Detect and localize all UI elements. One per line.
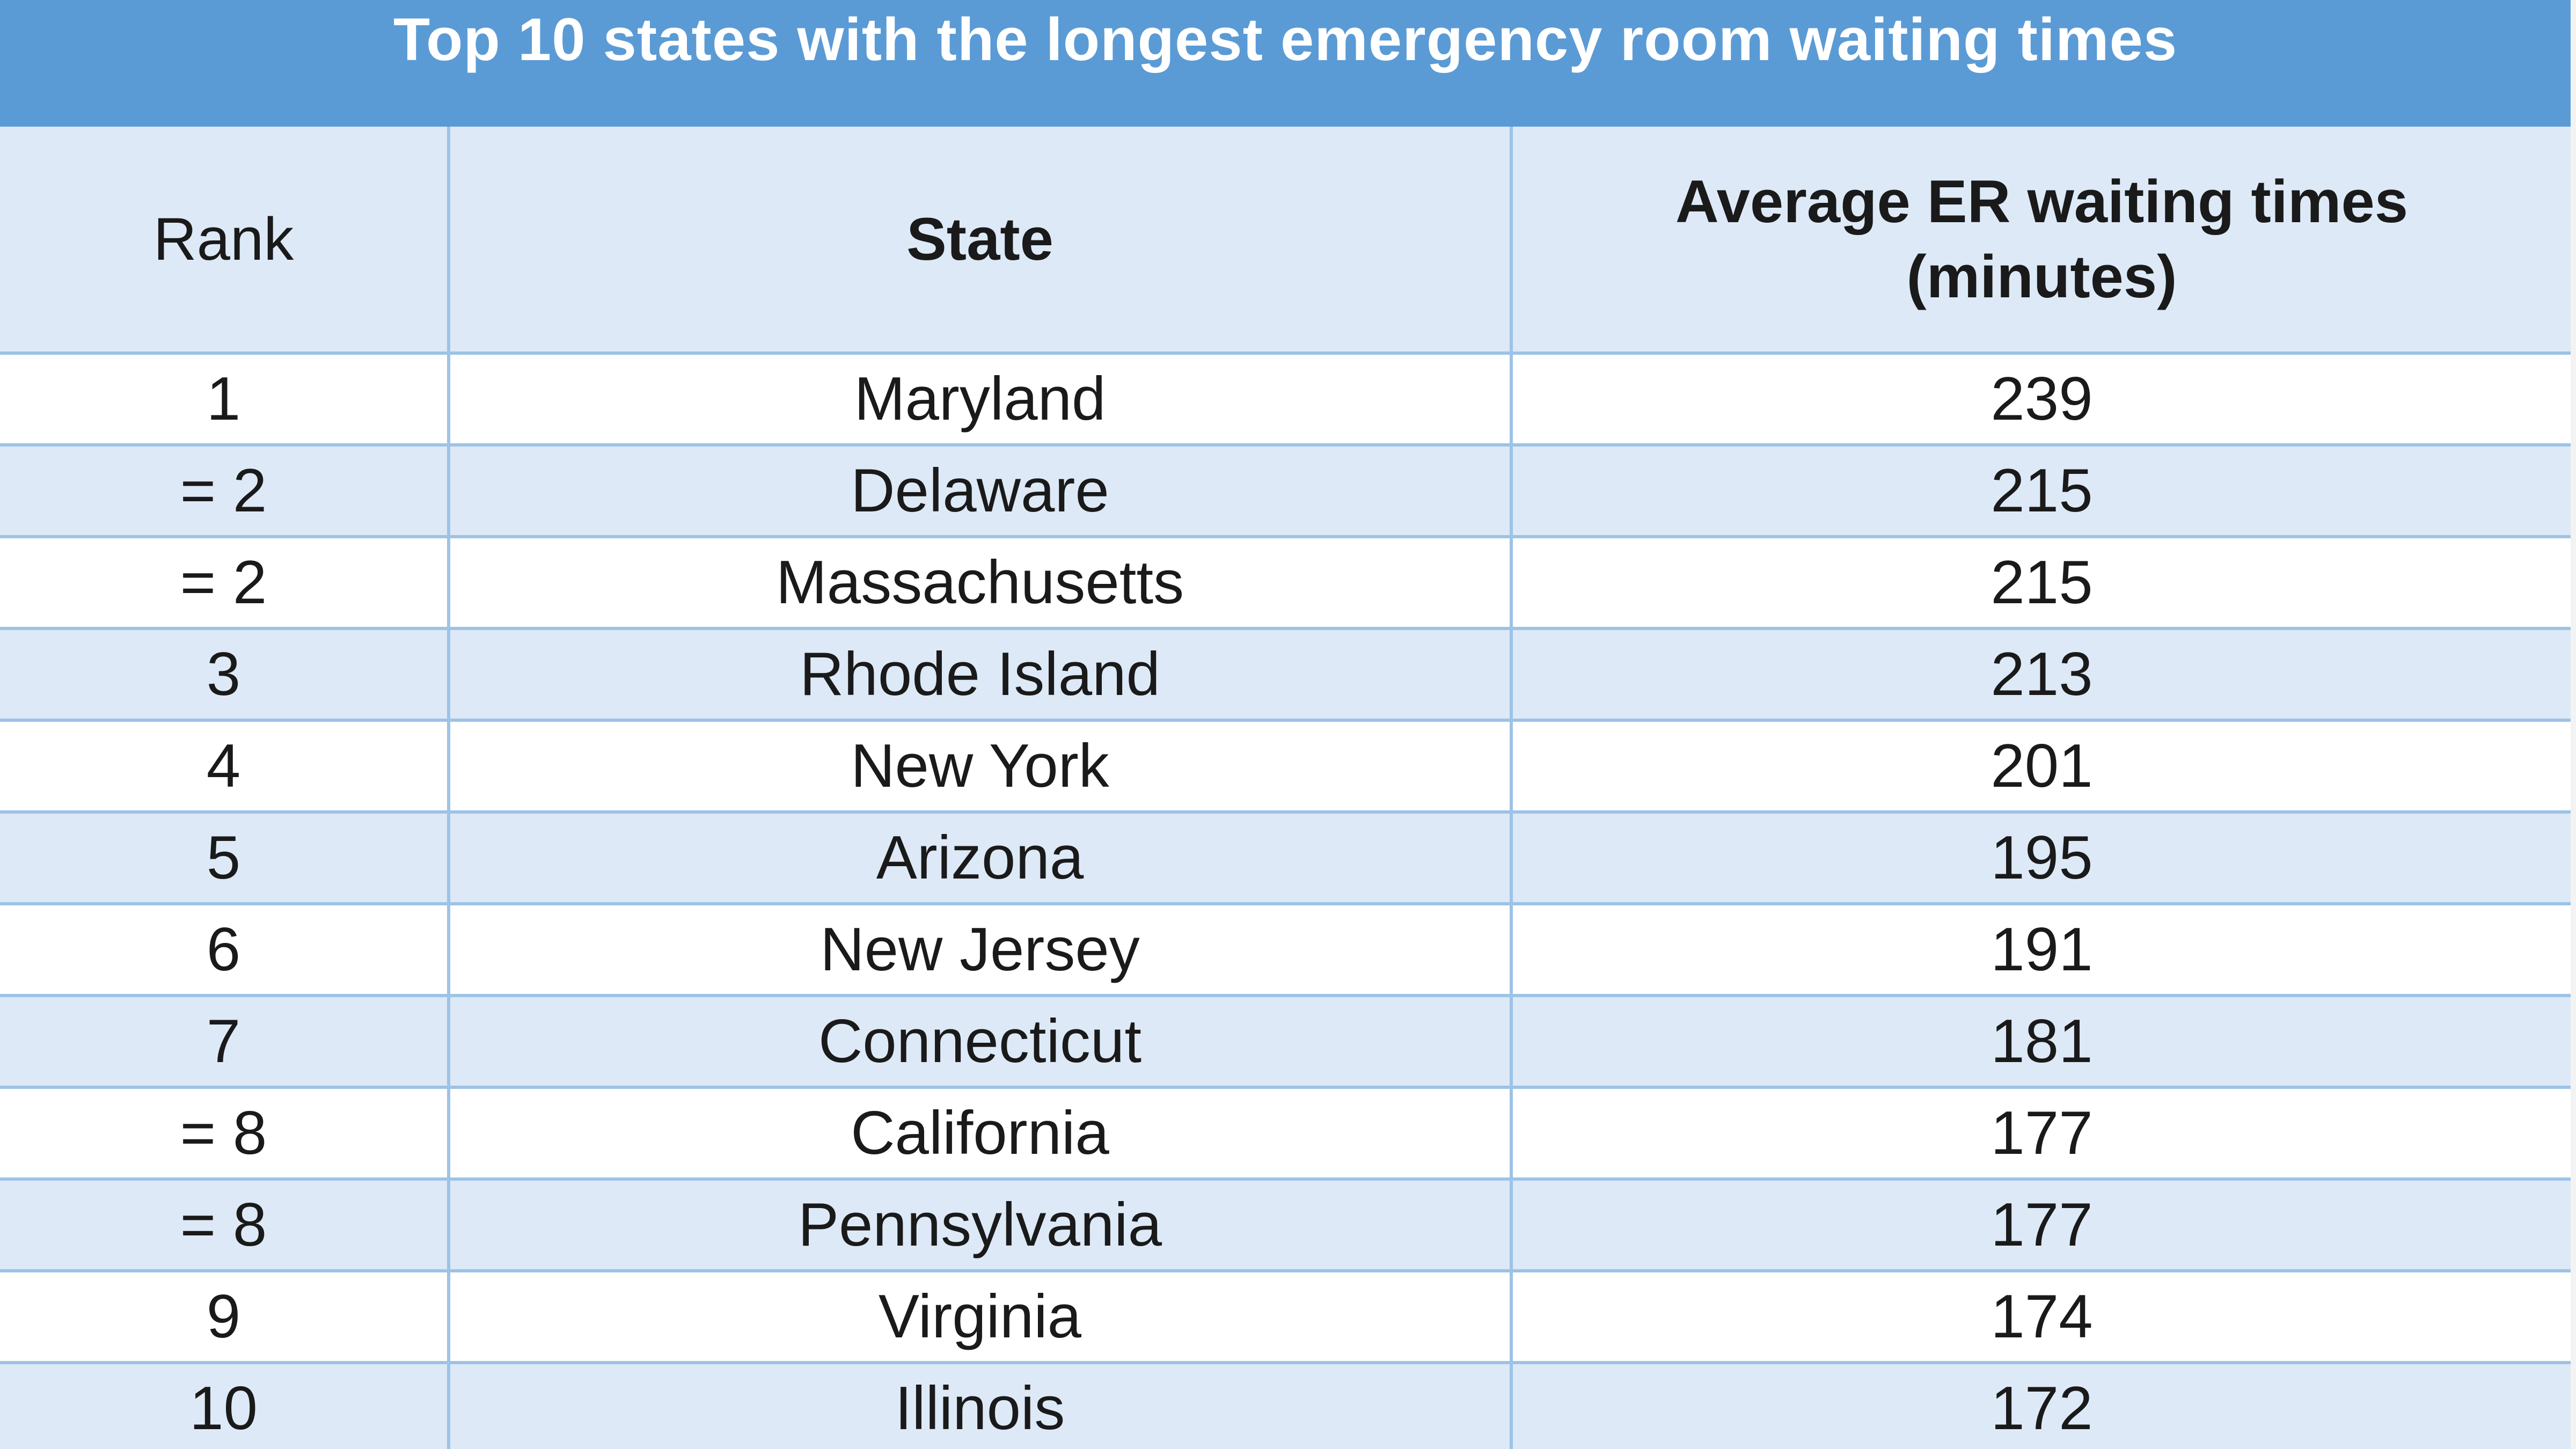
- state-cell: Pennsylvania: [447, 1179, 1513, 1272]
- table-row: 9 Virginia 174: [0, 1271, 2571, 1364]
- table-row: 5 Arizona 195: [0, 812, 2571, 905]
- minutes-cell: 239: [1510, 353, 2571, 447]
- rank-cell: 9: [0, 1271, 450, 1364]
- rank-header: Rank: [0, 127, 450, 355]
- minutes-cell: 177: [1510, 1087, 2571, 1181]
- table-row: = 2 Massachusetts 215: [0, 537, 2571, 630]
- rank-cell: = 8: [0, 1087, 450, 1181]
- state-cell: Illinois: [447, 1363, 1513, 1449]
- rank-cell: = 2: [0, 537, 450, 630]
- rank-cell: 3: [0, 628, 450, 722]
- minutes-cell: 201: [1510, 720, 2571, 814]
- state-header: State: [447, 127, 1513, 355]
- table-title: Top 10 states with the longest emergency…: [0, 0, 2571, 127]
- state-cell: New York: [447, 720, 1513, 814]
- rank-cell: = 8: [0, 1179, 450, 1272]
- avg-wait-header-line1: Average ER waiting times: [1675, 167, 2409, 235]
- table-row: = 2 Delaware 215: [0, 445, 2571, 538]
- minutes-cell: 181: [1510, 996, 2571, 1089]
- avg-wait-header-line2: (minutes): [1906, 243, 2177, 310]
- rank-cell: = 2: [0, 445, 450, 538]
- rank-cell: 5: [0, 812, 450, 905]
- state-cell: Rhode Island: [447, 628, 1513, 722]
- state-cell: Delaware: [447, 445, 1513, 538]
- minutes-cell: 215: [1510, 537, 2571, 630]
- table-row: 4 New York 201: [0, 720, 2571, 814]
- table-row: 10 Illinois 172: [0, 1363, 2571, 1449]
- waiting-times-table: Rank State Average ER waiting times (min…: [0, 127, 2571, 1449]
- state-cell: Arizona: [447, 812, 1513, 905]
- state-cell: Massachusetts: [447, 537, 1513, 630]
- rank-cell: 6: [0, 904, 450, 997]
- table-body: 1 Maryland 239 = 2 Delaware 215 = 2 Massachuset…: [0, 353, 2571, 1449]
- minutes-cell: 213: [1510, 628, 2571, 722]
- right-edge-strip: [2571, 0, 2576, 1449]
- state-cell: New Jersey: [447, 904, 1513, 997]
- minutes-cell: 191: [1510, 904, 2571, 997]
- rank-cell: 7: [0, 996, 450, 1089]
- table-row: 3 Rhode Island 213: [0, 628, 2571, 722]
- minutes-cell: 215: [1510, 445, 2571, 538]
- state-cell: Connecticut: [447, 996, 1513, 1089]
- state-cell: Maryland: [447, 353, 1513, 447]
- table-row: 1 Maryland 239: [0, 353, 2571, 447]
- table-row: 7 Connecticut 181: [0, 996, 2571, 1089]
- state-cell: California: [447, 1087, 1513, 1181]
- minutes-cell: 172: [1510, 1363, 2571, 1449]
- minutes-cell: 195: [1510, 812, 2571, 905]
- minutes-cell: 174: [1510, 1271, 2571, 1364]
- table-row: 6 New Jersey 191: [0, 904, 2571, 997]
- header-row: Rank State Average ER waiting times (min…: [0, 127, 2571, 355]
- table-row: = 8 Pennsylvania 177: [0, 1179, 2571, 1272]
- rank-cell: 1: [0, 353, 450, 447]
- state-cell: Virginia: [447, 1271, 1513, 1364]
- table-row: = 8 California 177: [0, 1087, 2571, 1181]
- minutes-cell: 177: [1510, 1179, 2571, 1272]
- avg-wait-header: Average ER waiting times (minutes): [1510, 127, 2571, 355]
- rank-cell: 10: [0, 1363, 450, 1449]
- rank-cell: 4: [0, 720, 450, 814]
